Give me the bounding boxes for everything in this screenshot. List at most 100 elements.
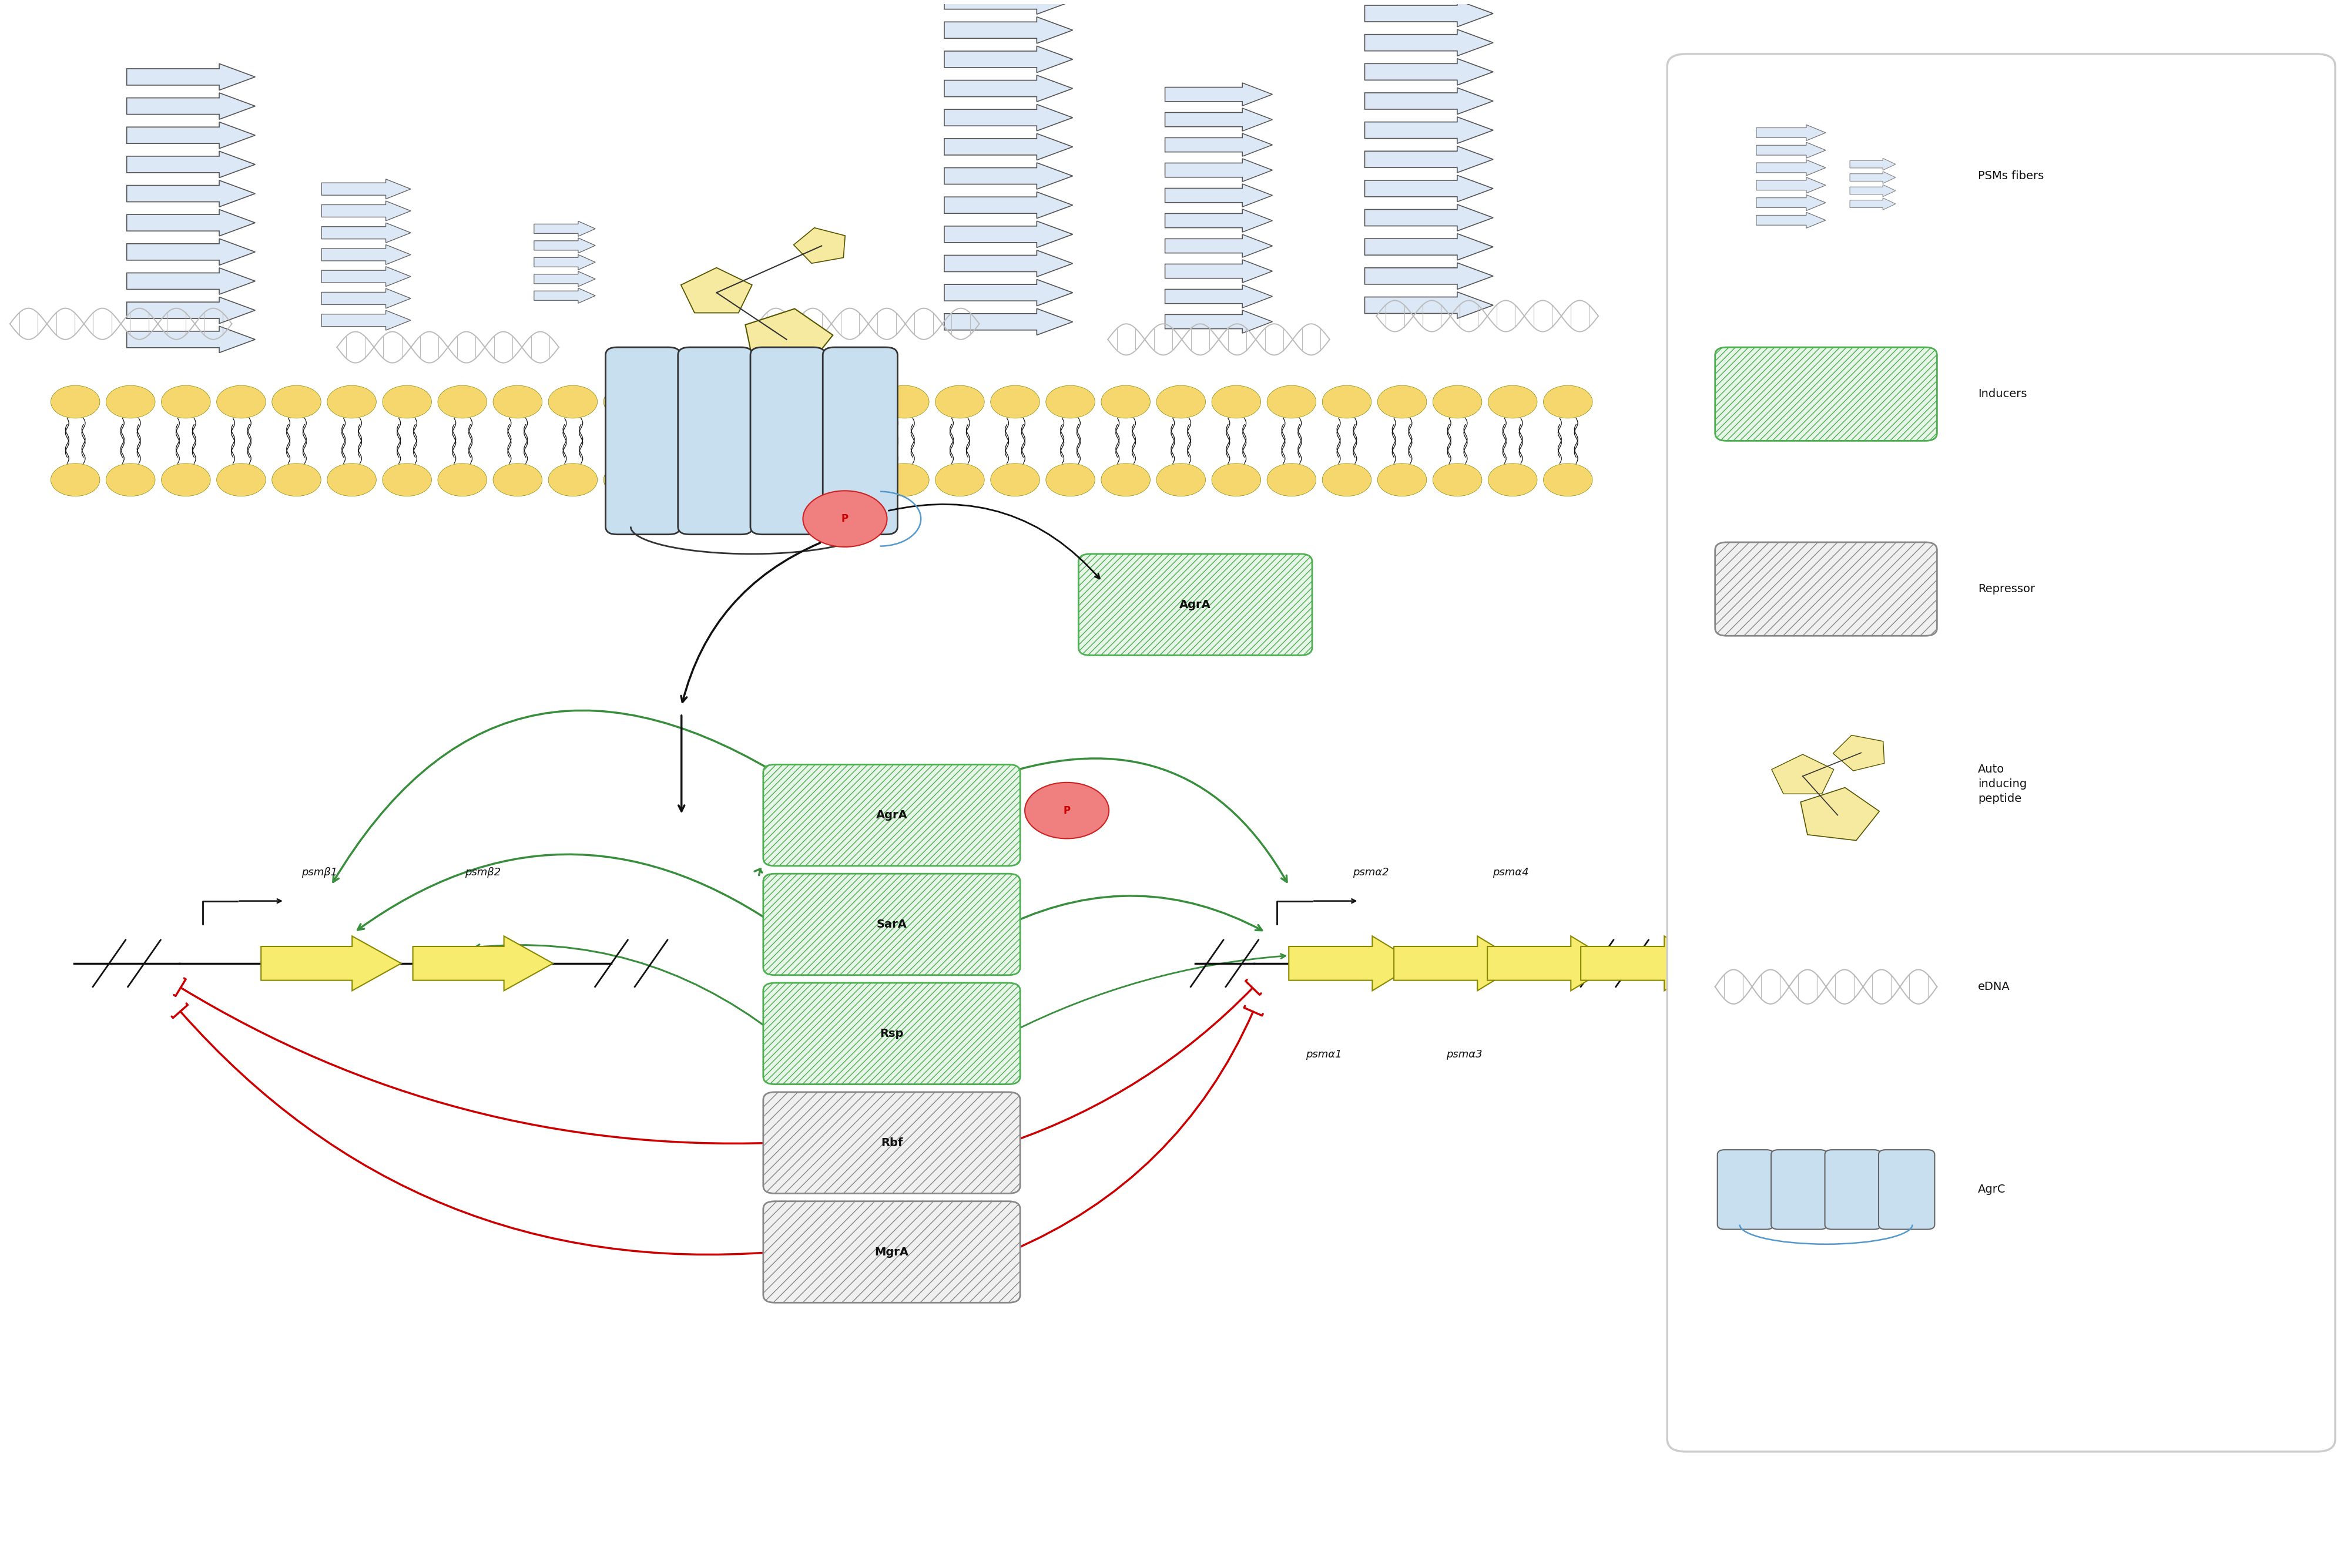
Text: psmβ1: psmβ1	[302, 867, 338, 878]
FancyArrow shape	[1849, 171, 1896, 183]
Circle shape	[216, 464, 265, 495]
FancyArrow shape	[1165, 310, 1273, 332]
Text: psmα3: psmα3	[1446, 1049, 1481, 1060]
FancyArrow shape	[534, 238, 595, 252]
FancyArrow shape	[321, 310, 410, 331]
Circle shape	[992, 386, 1041, 419]
FancyArrow shape	[1849, 185, 1896, 196]
Text: Rsp: Rsp	[879, 1029, 902, 1040]
Circle shape	[1268, 386, 1315, 419]
FancyBboxPatch shape	[1718, 1149, 1774, 1229]
Circle shape	[804, 491, 886, 547]
FancyArrow shape	[1580, 936, 1709, 991]
Circle shape	[715, 464, 764, 495]
Text: psmα1: psmα1	[1306, 1049, 1341, 1060]
Circle shape	[1432, 464, 1481, 495]
FancyArrow shape	[534, 221, 595, 237]
Circle shape	[272, 386, 321, 419]
FancyArrow shape	[127, 64, 255, 91]
FancyArrow shape	[1165, 209, 1273, 232]
FancyArrow shape	[260, 936, 401, 991]
FancyArrow shape	[1756, 125, 1826, 141]
Circle shape	[1024, 782, 1109, 839]
Text: P: P	[841, 514, 849, 524]
FancyBboxPatch shape	[1667, 53, 2335, 1452]
FancyArrow shape	[945, 221, 1074, 248]
FancyBboxPatch shape	[605, 347, 680, 535]
FancyArrow shape	[1165, 83, 1273, 105]
FancyBboxPatch shape	[764, 983, 1020, 1083]
FancyArrow shape	[1756, 177, 1826, 193]
FancyArrow shape	[1364, 176, 1493, 202]
FancyArrow shape	[1395, 936, 1521, 991]
FancyArrow shape	[534, 271, 595, 287]
Circle shape	[328, 464, 377, 495]
FancyArrow shape	[945, 279, 1074, 306]
FancyBboxPatch shape	[764, 1201, 1020, 1303]
FancyArrow shape	[413, 936, 553, 991]
FancyArrow shape	[1289, 936, 1418, 991]
Polygon shape	[795, 227, 846, 263]
Circle shape	[1322, 386, 1371, 419]
FancyArrow shape	[1364, 263, 1493, 290]
FancyArrow shape	[945, 45, 1074, 72]
Circle shape	[935, 386, 984, 419]
Circle shape	[1156, 386, 1205, 419]
Circle shape	[605, 464, 652, 495]
Text: Rbf: Rbf	[881, 1137, 902, 1148]
Text: psmα2: psmα2	[1352, 867, 1388, 878]
Circle shape	[1378, 386, 1427, 419]
Text: AgrA: AgrA	[877, 809, 907, 820]
Circle shape	[105, 386, 155, 419]
Circle shape	[1102, 386, 1151, 419]
FancyArrow shape	[1756, 212, 1826, 229]
FancyArrow shape	[127, 180, 255, 207]
Text: Inducers: Inducers	[1978, 389, 2028, 400]
Circle shape	[548, 464, 598, 495]
Polygon shape	[1800, 787, 1880, 840]
FancyArrow shape	[127, 122, 255, 149]
FancyArrow shape	[945, 251, 1074, 276]
FancyArrow shape	[1756, 160, 1826, 176]
FancyArrow shape	[321, 289, 410, 309]
Polygon shape	[682, 268, 752, 314]
FancyArrow shape	[1364, 146, 1493, 172]
Text: eDNA: eDNA	[1978, 982, 2011, 993]
FancyArrow shape	[1364, 234, 1493, 260]
Text: psmβ2: psmβ2	[464, 867, 502, 878]
FancyArrow shape	[945, 17, 1074, 44]
Text: SarA: SarA	[877, 919, 907, 930]
FancyArrow shape	[321, 179, 410, 199]
Circle shape	[769, 386, 818, 419]
Circle shape	[1212, 464, 1261, 495]
FancyArrow shape	[1364, 204, 1493, 230]
FancyBboxPatch shape	[677, 347, 752, 535]
Circle shape	[162, 464, 211, 495]
Text: AgrA: AgrA	[1179, 599, 1212, 610]
FancyArrow shape	[945, 75, 1074, 102]
FancyArrow shape	[1165, 234, 1273, 257]
Polygon shape	[1833, 735, 1885, 771]
FancyArrow shape	[1364, 58, 1493, 85]
FancyArrow shape	[945, 191, 1074, 218]
Circle shape	[1102, 464, 1151, 495]
Text: MgrA: MgrA	[874, 1247, 909, 1258]
Circle shape	[105, 464, 155, 495]
FancyArrow shape	[1165, 158, 1273, 182]
Polygon shape	[745, 309, 832, 367]
Circle shape	[879, 386, 928, 419]
FancyBboxPatch shape	[764, 765, 1020, 866]
Circle shape	[935, 464, 984, 495]
Circle shape	[825, 386, 874, 419]
FancyArrow shape	[127, 238, 255, 265]
FancyArrow shape	[1488, 936, 1615, 991]
FancyArrow shape	[127, 210, 255, 237]
Circle shape	[1542, 386, 1592, 419]
FancyBboxPatch shape	[1078, 554, 1313, 655]
Circle shape	[1542, 464, 1592, 495]
Circle shape	[216, 386, 265, 419]
FancyArrow shape	[321, 223, 410, 243]
FancyArrow shape	[127, 93, 255, 119]
Polygon shape	[1772, 754, 1833, 793]
FancyArrow shape	[1364, 118, 1493, 143]
